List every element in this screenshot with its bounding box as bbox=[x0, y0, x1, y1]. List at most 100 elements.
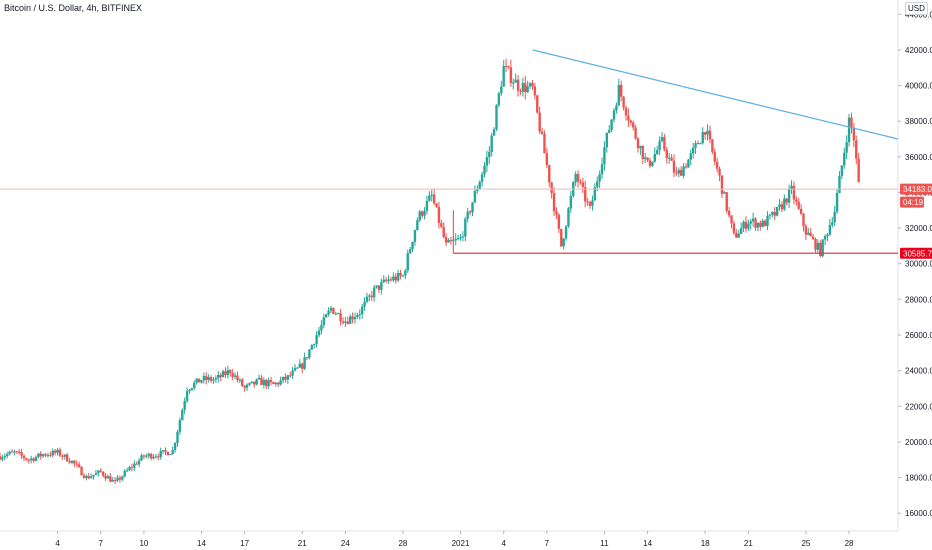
candle-body bbox=[718, 168, 721, 176]
candle-body bbox=[444, 237, 448, 243]
candle-body bbox=[648, 160, 652, 166]
candle-body bbox=[0, 456, 2, 460]
price-tick-label: 20000.0 bbox=[905, 438, 932, 447]
time-tick-label: 28 bbox=[845, 539, 854, 548]
candle-body bbox=[763, 220, 767, 227]
candle-body bbox=[584, 186, 587, 202]
candle-body bbox=[831, 222, 834, 225]
candle-body bbox=[459, 237, 462, 239]
symbol-title[interactable]: Bitcoin / U.S. Dollar, 4h, BITFINEX bbox=[4, 3, 143, 13]
candle-body bbox=[603, 147, 606, 165]
candle-body bbox=[41, 454, 45, 457]
candle-body bbox=[360, 306, 364, 315]
candle-body bbox=[651, 161, 654, 166]
candle-body bbox=[22, 455, 26, 459]
candle-body bbox=[847, 117, 851, 143]
candle-body bbox=[596, 181, 599, 188]
candle-body bbox=[63, 454, 66, 457]
candle-body bbox=[751, 218, 755, 222]
candle-body bbox=[241, 379, 244, 387]
candle-body bbox=[121, 476, 124, 480]
candle-body bbox=[627, 115, 630, 121]
candle-body bbox=[185, 391, 189, 401]
candle-body bbox=[85, 476, 88, 478]
candle-body bbox=[454, 238, 457, 241]
time-tick-label: 10 bbox=[139, 539, 148, 548]
candle-body bbox=[212, 379, 215, 381]
candle-body bbox=[380, 282, 383, 290]
candle-body bbox=[526, 86, 529, 92]
candle-body bbox=[514, 79, 517, 83]
candle-body bbox=[13, 451, 16, 453]
candle-body bbox=[10, 451, 14, 453]
candle-body bbox=[404, 270, 407, 276]
candle-body bbox=[152, 456, 155, 459]
candle-body bbox=[267, 380, 270, 387]
candle-body bbox=[39, 453, 42, 457]
candle-body bbox=[461, 236, 465, 238]
candle-body bbox=[178, 420, 182, 432]
candle-body bbox=[46, 454, 50, 456]
candle-body bbox=[217, 374, 220, 379]
drawings-layer bbox=[0, 49, 899, 254]
candle-body bbox=[123, 470, 126, 477]
candle-body bbox=[324, 314, 328, 318]
candle-body bbox=[691, 147, 695, 154]
candle-body bbox=[811, 236, 815, 239]
candle-body bbox=[82, 475, 86, 478]
candle-body bbox=[670, 157, 673, 161]
candle-body bbox=[814, 238, 817, 250]
candle-body bbox=[233, 375, 237, 377]
candle-body bbox=[34, 456, 38, 461]
candle-body bbox=[169, 454, 172, 456]
candle-body bbox=[502, 65, 505, 87]
candle-body bbox=[759, 222, 762, 227]
candle-body bbox=[320, 325, 323, 331]
candle-body bbox=[128, 467, 131, 471]
candle-body bbox=[802, 213, 805, 227]
candle-body bbox=[485, 157, 489, 166]
candle-body bbox=[855, 140, 858, 159]
countdown-tag-bg bbox=[900, 196, 924, 208]
candle-body bbox=[857, 158, 860, 182]
candle-body bbox=[610, 119, 613, 131]
candle-body bbox=[576, 174, 580, 182]
candle-body bbox=[828, 224, 832, 235]
candle-body bbox=[809, 232, 812, 237]
candle-body bbox=[783, 198, 786, 210]
candle-body bbox=[255, 379, 258, 385]
candle-body bbox=[531, 83, 534, 87]
time-tick-label: 24 bbox=[341, 539, 350, 548]
candle-body bbox=[109, 476, 112, 482]
candle-body bbox=[262, 380, 266, 385]
candle-body bbox=[845, 142, 848, 153]
candle-body bbox=[703, 132, 707, 135]
candle-body bbox=[118, 477, 122, 480]
time-tick-label: 25 bbox=[801, 539, 810, 548]
candle-body bbox=[269, 380, 273, 383]
candle-body bbox=[68, 461, 71, 463]
candle-body bbox=[149, 453, 153, 459]
candle-body bbox=[843, 152, 846, 166]
candle-body bbox=[238, 379, 242, 381]
time-axis[interactable]: 4 7 10 14 17 21 24 28 2021 4 7 11 14 18 21 25 28 bbox=[55, 531, 854, 548]
candle-body bbox=[560, 228, 563, 247]
candle-body bbox=[699, 143, 702, 145]
candle-body bbox=[291, 370, 294, 376]
candle-body bbox=[807, 232, 810, 235]
candle-body bbox=[555, 211, 558, 215]
candle-body bbox=[708, 130, 712, 140]
currency-badge[interactable]: USD bbox=[905, 2, 928, 15]
candle-body bbox=[552, 193, 556, 212]
candle-body bbox=[682, 166, 685, 176]
candle-body bbox=[411, 241, 414, 250]
time-tick-label: 28 bbox=[398, 539, 407, 548]
candle-body bbox=[418, 211, 421, 221]
price-tick-label: 22000.0 bbox=[905, 402, 932, 411]
candle-body bbox=[833, 211, 836, 223]
candle-body bbox=[387, 279, 390, 281]
candle-body bbox=[341, 321, 345, 323]
candle-body bbox=[524, 83, 527, 92]
support-price-tag-bg bbox=[900, 247, 932, 259]
